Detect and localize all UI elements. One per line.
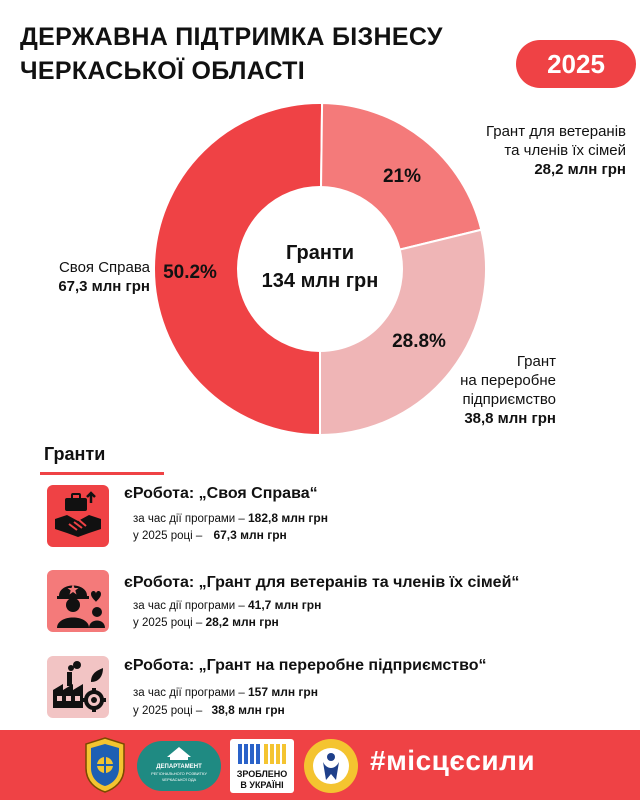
hashtag: #місцєсили: [370, 745, 536, 776]
made-in-ukraine-line-2: В УКРАЇНІ: [240, 780, 284, 790]
center-label-line-2: 134 млн грн: [262, 270, 379, 292]
slice-pct-label-1: 21%: [383, 166, 421, 187]
donut-slice-0: [153, 102, 324, 437]
department-logo-line-2: РЕГІОНАЛЬНОГО РОЗВИТКУ: [151, 771, 207, 776]
program-value-1b: 28,2 млн грн: [205, 615, 279, 629]
donut-slice-1: [320, 101, 483, 251]
program-line-1a: за час дії програми – 41,7 млн грн: [133, 598, 321, 612]
department-logo-line-3: ЧЕРКАСЬКОЇ ОДА: [161, 777, 197, 782]
factory-icon: [47, 656, 109, 718]
program-line-0b: у 2025 році – 67,3 млн грн: [133, 528, 287, 542]
slice-amount-0: 67,3 млн грн: [58, 278, 150, 295]
slice-label-0: Своя Справа 67,3 млн грн: [14, 258, 150, 296]
veteran-icon: [47, 570, 109, 632]
donut-chart: 50.2% 21% 28.8% Гранти 134 млн грн: [153, 101, 487, 437]
program-title-1: єРобота: „Грант для ветеранів та членів …: [124, 574, 520, 591]
program-line-0a: за час дії програми – 182,8 млн грн: [133, 511, 328, 525]
slice-name-2c: підприємство: [462, 391, 556, 408]
slice-amount-2: 38,8 млн грн: [464, 410, 556, 427]
program-title-0: єРобота: „Своя Справа“: [124, 485, 318, 502]
handshake-icon: [47, 485, 109, 547]
program-value-2b: 38,8 млн грн: [211, 703, 285, 717]
slice-name-2a: Грант: [516, 353, 556, 370]
section-underline: [40, 472, 164, 475]
department-logo-line-1: ДЕПАРТАМЕНТ: [156, 764, 202, 770]
department-logo: ДЕПАРТАМЕНТ РЕГІОНАЛЬНОГО РОЗВИТКУ ЧЕРКА…: [137, 741, 221, 791]
program-label-1a: за час дії програми –: [133, 600, 245, 612]
slice-label-1: Грант для ветеранів та членів їх сімей 2…: [430, 122, 626, 179]
program-line-2b: у 2025 році – 38,8 млн грн: [133, 703, 285, 717]
program-label-1b: у 2025 році –: [133, 617, 203, 629]
slice-pct-label-0: 50.2%: [163, 262, 217, 283]
program-title-2: єРобота: „Грант на переробне підприємств…: [124, 657, 487, 674]
program-line-1b: у 2025 році – 28,2 млн грн: [133, 615, 279, 629]
program-label-2b: у 2025 році –: [133, 705, 203, 717]
program-value-0a: 182,8 млн грн: [247, 511, 329, 525]
program-value-1a: 41,7 млн грн: [247, 598, 322, 612]
slice-amount-1: 28,2 млн грн: [534, 161, 626, 178]
slice-name-1a: Грант для ветеранів: [485, 123, 626, 140]
slice-name-2b: на переробне: [460, 372, 556, 389]
center-label-line-1: Гранти: [286, 242, 354, 264]
program-value-2a: 157 млн грн: [247, 685, 318, 699]
made-in-ukraine-line-1: ЗРОБЛЕНО: [236, 769, 288, 779]
slice-name-1b: та членів їх сімей: [504, 142, 626, 159]
slice-pct-label-2: 28.8%: [392, 331, 446, 352]
grants-section-title: Гранти: [44, 444, 106, 464]
page-title: ДЕРЖАВНА ПІДТРИМКА БІЗНЕСУ ЧЕРКАСЬКОЇ ОБ…: [20, 20, 443, 88]
donut-slice-2: [319, 228, 487, 437]
year-badge: 2025: [516, 40, 636, 88]
employment-service-logo: [303, 738, 359, 794]
slice-label-2: Грант на переробне підприємство 38,8 млн…: [430, 352, 556, 428]
program-label-0a: за час дії програми –: [133, 513, 245, 525]
slice-name-0: Своя Справа: [58, 259, 150, 276]
title-line-1: ДЕРЖАВНА ПІДТРИМКА БІЗНЕСУ: [20, 23, 443, 51]
program-label-2a: за час дії програми –: [133, 687, 245, 699]
made-in-ukraine-logo: ЗРОБЛЕНО В УКРАЇНІ: [230, 739, 294, 793]
program-label-0b: у 2025 році –: [133, 530, 203, 542]
program-value-0b: 67,3 млн грн: [213, 528, 287, 542]
coat-of-arms-icon: [80, 736, 130, 794]
title-line-2: ЧЕРКАСЬКОЇ ОБЛАСТІ: [20, 57, 305, 85]
program-line-2a: за час дії програми – 157 млн грн: [133, 685, 318, 699]
